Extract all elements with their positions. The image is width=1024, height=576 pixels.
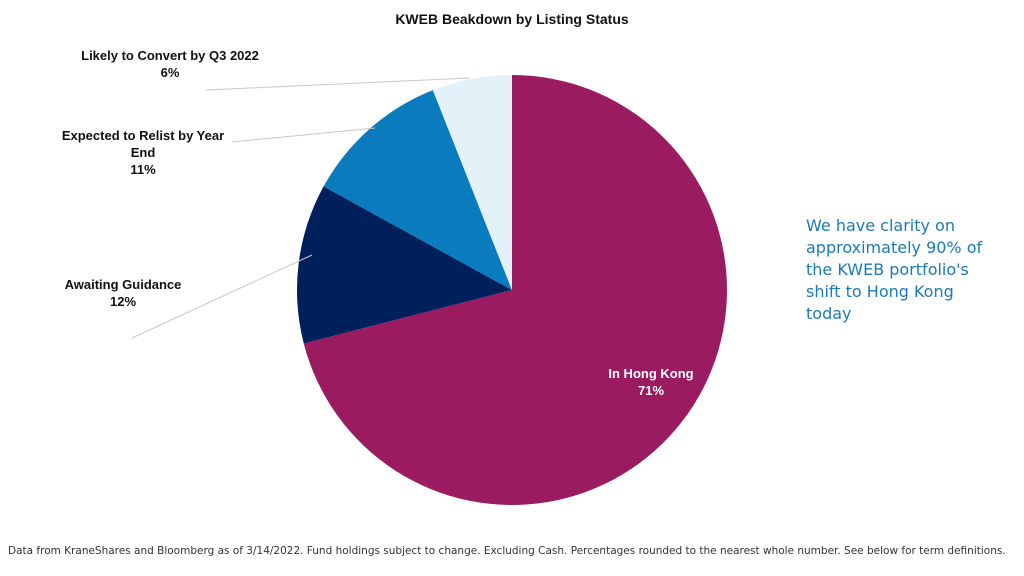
slice-labels: In Hong Kong 71% Awaiting Guidance 12% Expec…	[62, 48, 694, 398]
slice-value-label: 71%	[638, 383, 664, 398]
leader-line-awaiting-guidance	[131, 254, 313, 339]
pie-slice-likely-to-convert-by-q3-2022	[432, 75, 512, 290]
pie-slice-expected-to-relist-by-year-end	[323, 90, 512, 290]
callout-text: We have clarity on approximately 90% of …	[806, 216, 983, 323]
slice-label-in-hong-kong: In Hong Kong 71%	[608, 366, 693, 398]
slice-value-label: 12%	[110, 294, 136, 309]
slice-label-expected-to-relist-by-year-end: Expected to Relist by Year End 11%	[62, 128, 224, 177]
slice-name-label: End	[131, 145, 156, 160]
leader-line-likely-to-convert-by-q3-2022	[205, 77, 471, 91]
footnote: Data from KraneShares and Bloomberg as o…	[8, 545, 1006, 557]
chart-title: KWEB Beakdown by Listing Status	[395, 11, 629, 27]
slice-value-label: 11%	[130, 162, 156, 177]
slice-name-label: Expected to Relist by Year	[62, 128, 224, 143]
slice-label-awaiting-guidance: Awaiting Guidance 12%	[65, 277, 182, 309]
leader-line-expected-to-relist-by-year-end	[231, 127, 376, 143]
slice-label-likely-to-convert-by-q3-2022: Likely to Convert by Q3 2022 6%	[81, 48, 259, 80]
slice-name-label: Likely to Convert by Q3 2022	[81, 48, 259, 63]
pie-slices	[297, 75, 727, 505]
slice-value-label: 6%	[161, 65, 180, 80]
leader-lines	[131, 77, 471, 339]
slice-name-label: In Hong Kong	[608, 366, 693, 381]
pie-slice-awaiting-guidance	[297, 186, 512, 344]
slice-name-label: Awaiting Guidance	[65, 277, 182, 292]
pie-slice-in-hong-kong	[303, 75, 727, 505]
